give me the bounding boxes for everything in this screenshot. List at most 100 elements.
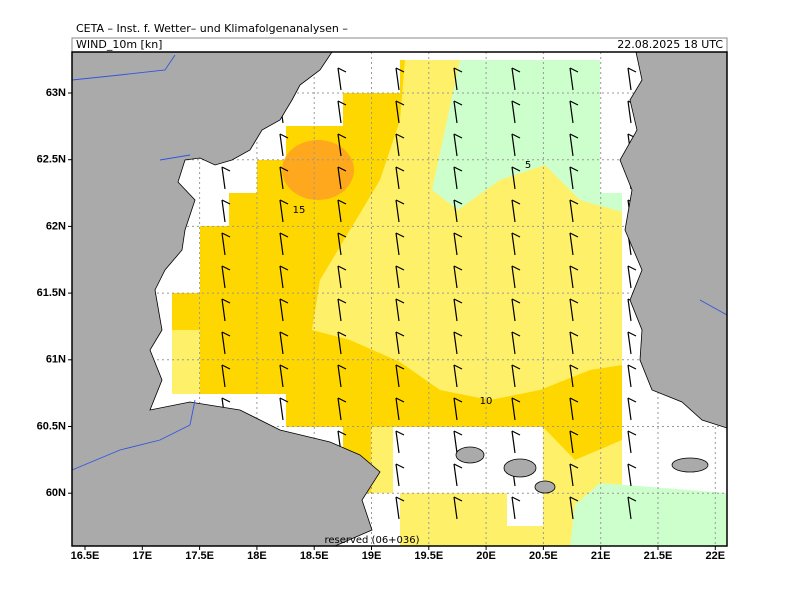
barb-staff [395, 430, 400, 454]
barb-flag [569, 331, 579, 337]
barb-staff [279, 397, 284, 421]
barb-staff [511, 67, 516, 91]
barb-staff [395, 100, 400, 124]
barb-flag [395, 331, 405, 337]
barb-flag [337, 67, 347, 73]
barb-flag [395, 232, 405, 238]
barb-staff [511, 232, 516, 256]
barb-staff [337, 265, 342, 289]
field: WIND_10m [kn] [76, 38, 162, 51]
barb-staff [511, 430, 516, 454]
barb-staff [395, 166, 400, 190]
barb-flag [395, 397, 405, 403]
barb-flag [511, 166, 521, 172]
barb-flag [221, 298, 231, 304]
barb-staff [627, 430, 632, 454]
barb-staff [511, 397, 516, 421]
barb-flag [453, 496, 463, 502]
lon-label: 18.5E [300, 550, 329, 562]
barb-flag [221, 265, 231, 271]
barb-staff [453, 232, 458, 256]
barb-staff [453, 133, 458, 157]
barb-flag [569, 265, 579, 271]
barb-staff [453, 430, 458, 454]
barb-flag [453, 463, 463, 469]
barb-staff [395, 133, 400, 157]
barb-staff [569, 100, 574, 124]
barb-flag [511, 265, 521, 271]
map [71, 51, 728, 547]
barb-flag [511, 430, 521, 436]
barb-staff [337, 100, 342, 124]
barb-staff [279, 166, 284, 190]
barb-staff [279, 232, 284, 256]
barb-flag [221, 331, 231, 337]
barb-staff [395, 496, 400, 520]
barb-staff [569, 133, 574, 157]
barb-flag [569, 100, 579, 106]
barb-flag [337, 364, 347, 370]
barb-flag [627, 496, 637, 502]
barb-flag [395, 463, 405, 469]
barb-flag [627, 364, 637, 370]
barb-staff [395, 67, 400, 91]
barb-flag [221, 397, 231, 403]
barb-staff [395, 397, 400, 421]
island [671, 457, 709, 473]
barb-flag [569, 463, 579, 469]
lat-label: 63N [46, 87, 66, 99]
lon-label: 21.5E [644, 550, 673, 562]
land-west [71, 51, 381, 547]
barb-staff [279, 133, 284, 157]
barb-staff [221, 364, 226, 388]
barb-flag [337, 331, 347, 337]
barb-staff [627, 265, 632, 289]
barb-staff [569, 496, 574, 520]
barb-flag [627, 67, 637, 73]
barb-flag [627, 331, 637, 337]
barb-staff [221, 265, 226, 289]
barb-flag [337, 232, 347, 238]
barb-flag [569, 232, 579, 238]
lon-label: 20E [476, 550, 496, 562]
barb-flag [453, 67, 463, 73]
border [71, 54, 728, 471]
island [455, 446, 485, 464]
white-area [507, 493, 543, 526]
barb-staff [453, 496, 458, 520]
footer: reserved (06+036) [324, 535, 419, 546]
barb-staff [279, 364, 284, 388]
barb-flag [511, 364, 521, 370]
barb-flag [511, 232, 521, 238]
barb-flag [627, 397, 637, 403]
barb-flag [279, 133, 289, 139]
contour-label: 10 [480, 396, 493, 407]
barb-staff [511, 100, 516, 124]
barb-flag [627, 463, 637, 469]
barb-staff [453, 265, 458, 289]
barb-staff [395, 298, 400, 322]
barb-staff [627, 100, 632, 124]
barb-flag [453, 133, 463, 139]
barb-staff [337, 67, 342, 91]
barb-staff [279, 298, 284, 322]
barb-staff [627, 67, 632, 91]
barb-flag [453, 232, 463, 238]
lon-label: 16.5E [71, 550, 100, 562]
barb-staff [627, 331, 632, 355]
barb-flag [453, 265, 463, 271]
wind-barbs [221, 67, 637, 520]
barb-staff [569, 265, 574, 289]
barb-staff [453, 331, 458, 355]
barb-staff [279, 199, 284, 223]
barb-staff [569, 298, 574, 322]
barb-staff [569, 199, 574, 223]
barb-staff [395, 232, 400, 256]
barb-staff [627, 463, 632, 487]
barb-staff [453, 100, 458, 124]
barb-flag [569, 133, 579, 139]
barb-staff [395, 463, 400, 487]
barb-flag [627, 265, 637, 271]
barb-flag [337, 166, 347, 172]
